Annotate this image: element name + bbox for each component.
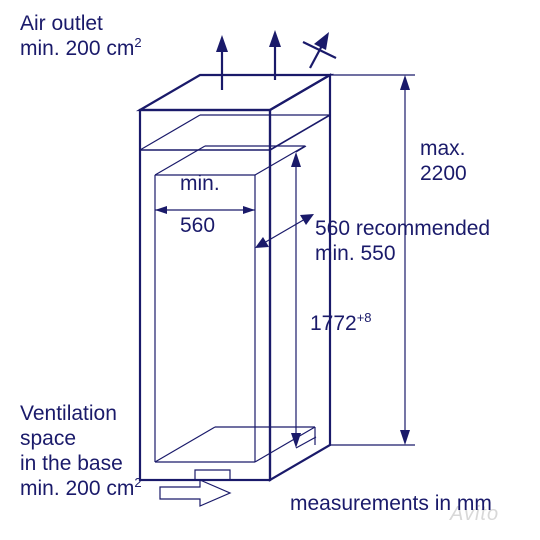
plinth-back-left [155, 427, 215, 462]
width-label-prefix: min. [180, 172, 220, 195]
ventilation-label-line2: space [20, 427, 76, 450]
cabinet-top [140, 75, 330, 110]
installation-diagram: Avito [0, 0, 540, 540]
depth-label-line2: min. 550 [315, 242, 396, 265]
ventilation-label-line3: in the base [20, 452, 123, 475]
cabinet-front [140, 110, 270, 480]
plinth-side-top [255, 427, 315, 462]
plinth-vent-cutout [195, 470, 230, 480]
measurements-label: measurements in mm [290, 492, 492, 515]
shelf-back-left [140, 115, 200, 150]
depth-dimension [255, 214, 314, 248]
inner-height-label: 1772+8 [310, 310, 372, 335]
width-label-value: 560 [180, 214, 215, 237]
outer-height-label-line1: max. [420, 137, 466, 160]
inner-height-dimension [291, 146, 316, 448]
air-outlet-label-line2: min. 200 cm2 [20, 35, 142, 60]
air-outlet-label-line1: Air outlet [20, 12, 103, 35]
ventilation-label-line1: Ventilation [20, 402, 117, 425]
width-dimension [155, 206, 255, 214]
cabinet-side [270, 75, 330, 480]
ventilation-label-line4: min. 200 cm2 [20, 475, 142, 500]
depth-label-line1: 560 recommended [315, 217, 490, 240]
cabinet [140, 75, 330, 480]
outer-height-label-line2: 2200 [420, 162, 467, 185]
ventilation-inlet-arrow [160, 480, 230, 506]
shelf-side-edge [270, 115, 330, 150]
